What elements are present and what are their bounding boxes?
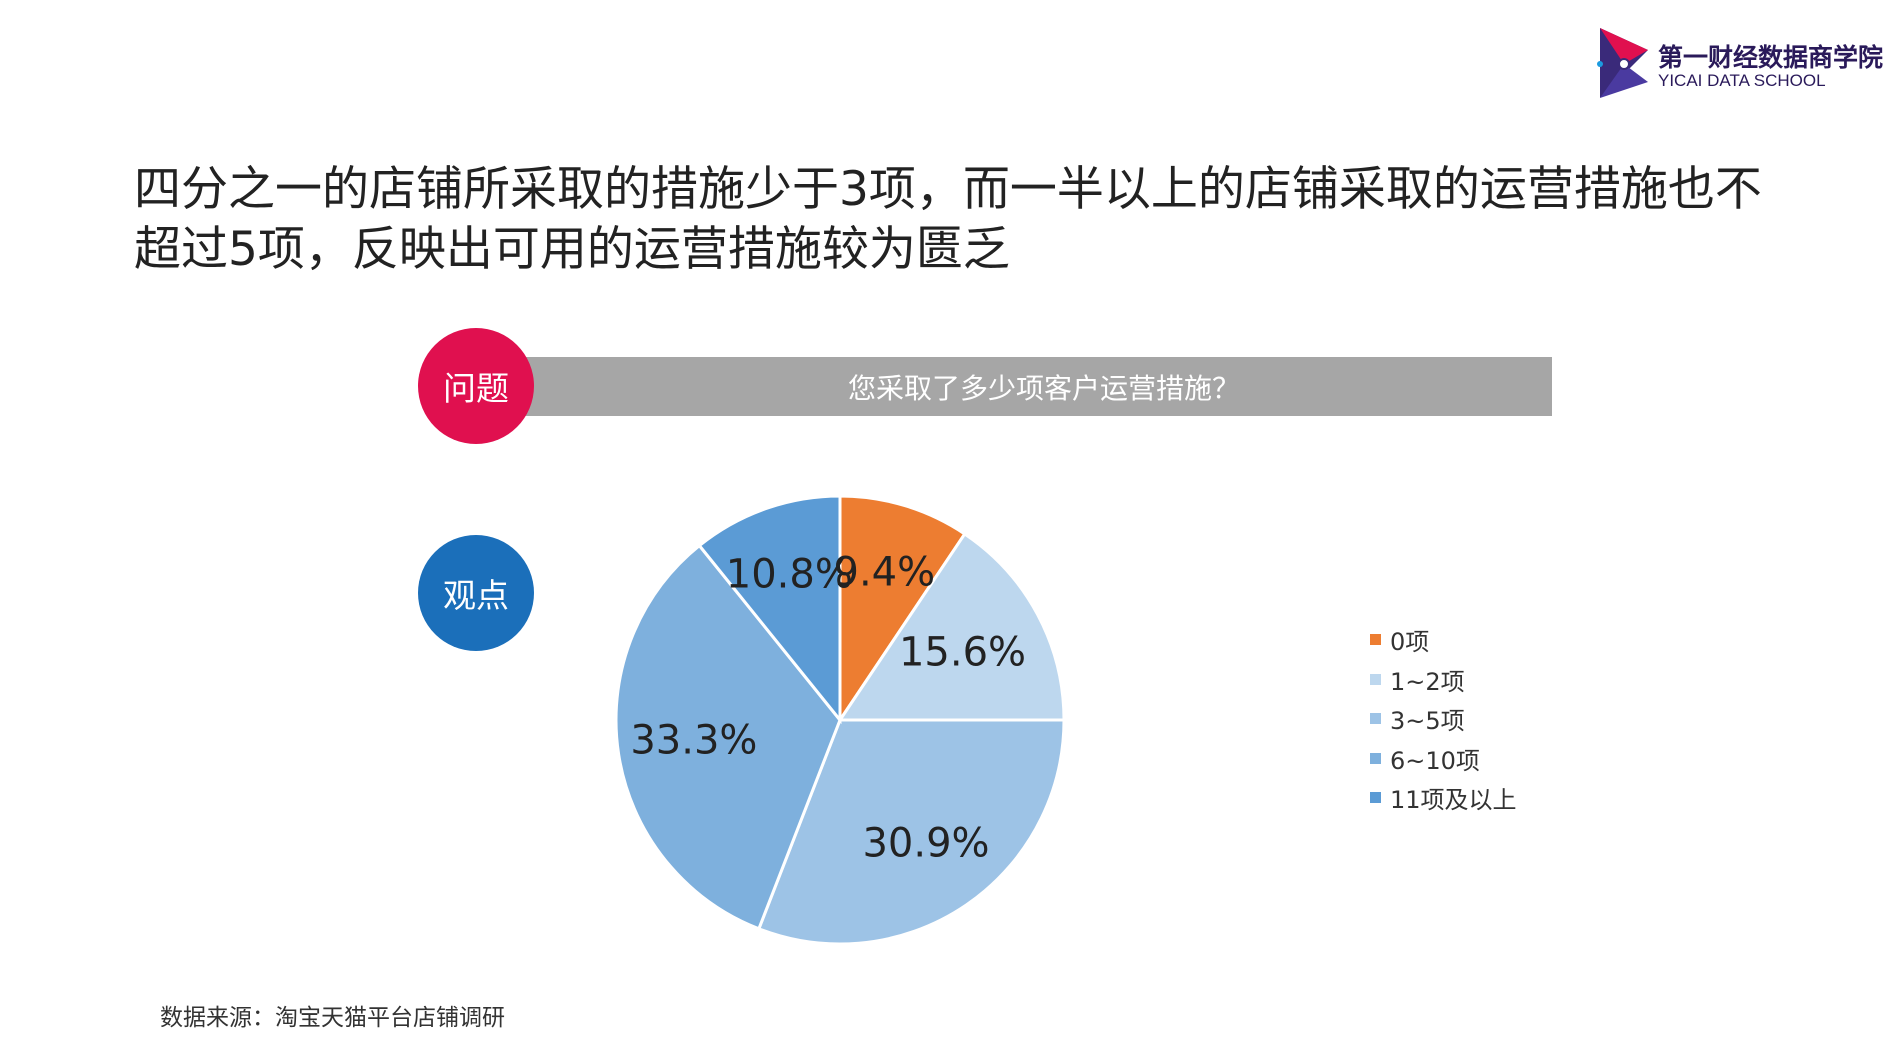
pie-data-label: 30.9%	[862, 821, 989, 867]
legend-item: 0项	[1370, 620, 1517, 660]
question-badge: 问题	[418, 328, 534, 444]
legend-item: 6~10项	[1370, 739, 1517, 779]
legend-label: 11项及以上	[1390, 786, 1517, 815]
viewpoint-badge: 观点	[418, 535, 534, 651]
legend-swatch	[1370, 752, 1381, 764]
logo-name-en: YICAI DATA SCHOOL	[1658, 71, 1826, 90]
logo-icon	[1597, 28, 1648, 98]
legend-swatch	[1370, 673, 1381, 685]
legend-label: 0项	[1390, 628, 1430, 657]
legend-label: 1~2项	[1390, 667, 1465, 696]
pie-data-label: 9.4%	[834, 549, 936, 595]
legend-label: 3~5项	[1390, 707, 1465, 736]
pie-slice	[756, 718, 1066, 946]
legend-swatch	[1370, 634, 1381, 646]
legend-label: 6~10项	[1390, 746, 1480, 775]
question-label: 问题	[443, 369, 509, 408]
page-title: 四分之一的店铺所采取的措施少于3项，而一半以上的店铺采取的运营措施也不超过5项，…	[134, 162, 1762, 277]
pie-slice	[697, 494, 842, 725]
legend-swatch	[1370, 792, 1381, 804]
question-bar: 您采取了多少项客户运营措施？	[476, 357, 1552, 416]
pie-data-label: 33.3%	[630, 718, 757, 764]
logo: 第一财经数据商学院 YICAI DATA SCHOOL	[1596, 24, 1886, 104]
legend-item: 11项及以上	[1370, 778, 1517, 818]
legend-swatch	[1370, 713, 1381, 725]
question-text: 您采取了多少项客户运营措施？	[847, 371, 1240, 405]
pie-data-label: 15.6%	[899, 630, 1026, 676]
pie-data-label: 10.8%	[726, 551, 853, 597]
legend-item: 1~2项	[1370, 660, 1517, 700]
pie-slice	[837, 531, 1066, 722]
legend-item: 3~5项	[1370, 699, 1517, 739]
viewpoint-label: 观点	[443, 576, 509, 615]
chart-legend: 0项 1~2项 3~5项 6~10项 11项及以上	[1370, 620, 1517, 818]
data-source: 数据来源：淘宝天猫平台店铺调研	[160, 1005, 505, 1031]
pie-slice	[838, 494, 967, 725]
pie-chart: 9.4% 15.6% 30.9% 33.3% 10.8%	[614, 494, 1066, 946]
logo-name-cn: 第一财经数据商学院	[1658, 43, 1884, 72]
pie-slice	[614, 543, 842, 931]
